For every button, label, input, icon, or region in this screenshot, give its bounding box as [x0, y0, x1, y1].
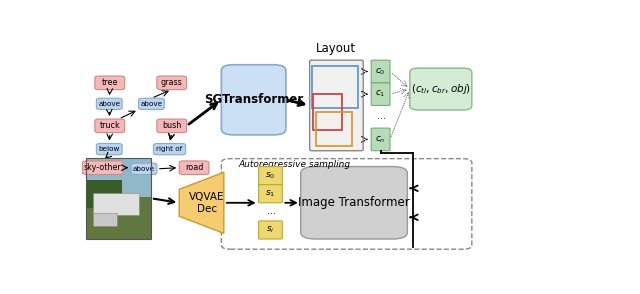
- Polygon shape: [179, 172, 224, 233]
- FancyBboxPatch shape: [154, 143, 186, 155]
- Bar: [93, 213, 117, 226]
- Text: $\ldots$: $\ldots$: [266, 207, 275, 216]
- Bar: [316, 112, 352, 146]
- Text: Autoregressive sampling: Autoregressive sampling: [239, 161, 351, 169]
- Text: $s_0$: $s_0$: [266, 171, 276, 181]
- FancyBboxPatch shape: [259, 167, 282, 185]
- Text: $s_i$: $s_i$: [266, 225, 275, 235]
- FancyBboxPatch shape: [95, 76, 125, 90]
- Text: above: above: [140, 101, 163, 107]
- Text: $\ldots$: $\ldots$: [376, 112, 385, 121]
- Text: VQVAE
Dec: VQVAE Dec: [189, 192, 225, 214]
- FancyBboxPatch shape: [221, 65, 286, 135]
- Text: Image Transformer: Image Transformer: [298, 196, 410, 209]
- Text: above: above: [133, 166, 155, 172]
- FancyBboxPatch shape: [97, 98, 122, 110]
- FancyBboxPatch shape: [83, 161, 123, 175]
- Bar: [86, 180, 122, 208]
- Text: sky-other: sky-other: [84, 163, 122, 172]
- FancyBboxPatch shape: [310, 60, 364, 151]
- Bar: [312, 66, 358, 108]
- FancyBboxPatch shape: [95, 119, 125, 133]
- FancyBboxPatch shape: [371, 83, 390, 106]
- Text: SGTransformer: SGTransformer: [204, 93, 303, 106]
- Text: grass: grass: [161, 78, 182, 87]
- Text: right of: right of: [156, 146, 182, 152]
- Text: $(c_{tl}, c_{br}, obj)$: $(c_{tl}, c_{br}, obj)$: [411, 82, 471, 96]
- FancyBboxPatch shape: [259, 185, 282, 203]
- Text: $c_0$: $c_0$: [375, 66, 386, 77]
- FancyBboxPatch shape: [97, 143, 122, 155]
- Bar: [313, 94, 342, 130]
- FancyBboxPatch shape: [131, 163, 157, 175]
- Text: truck: truck: [99, 121, 120, 130]
- FancyBboxPatch shape: [157, 119, 187, 133]
- FancyBboxPatch shape: [371, 60, 390, 83]
- FancyBboxPatch shape: [179, 161, 209, 175]
- Bar: [86, 158, 151, 197]
- FancyBboxPatch shape: [259, 221, 282, 239]
- Text: $c_n$: $c_n$: [375, 134, 386, 145]
- Text: $s_1$: $s_1$: [266, 188, 276, 199]
- Text: below: below: [99, 146, 120, 152]
- Bar: [86, 197, 151, 239]
- Text: tree: tree: [102, 78, 118, 87]
- FancyBboxPatch shape: [157, 76, 187, 90]
- Text: bush: bush: [162, 121, 181, 130]
- Bar: [93, 193, 140, 215]
- FancyBboxPatch shape: [371, 128, 390, 151]
- FancyBboxPatch shape: [410, 68, 472, 110]
- Text: above: above: [98, 101, 120, 107]
- Text: $c_1$: $c_1$: [375, 89, 386, 99]
- FancyBboxPatch shape: [301, 167, 408, 239]
- Text: Layout: Layout: [316, 41, 356, 54]
- FancyBboxPatch shape: [138, 98, 164, 110]
- Bar: [86, 158, 151, 239]
- Text: road: road: [185, 163, 204, 172]
